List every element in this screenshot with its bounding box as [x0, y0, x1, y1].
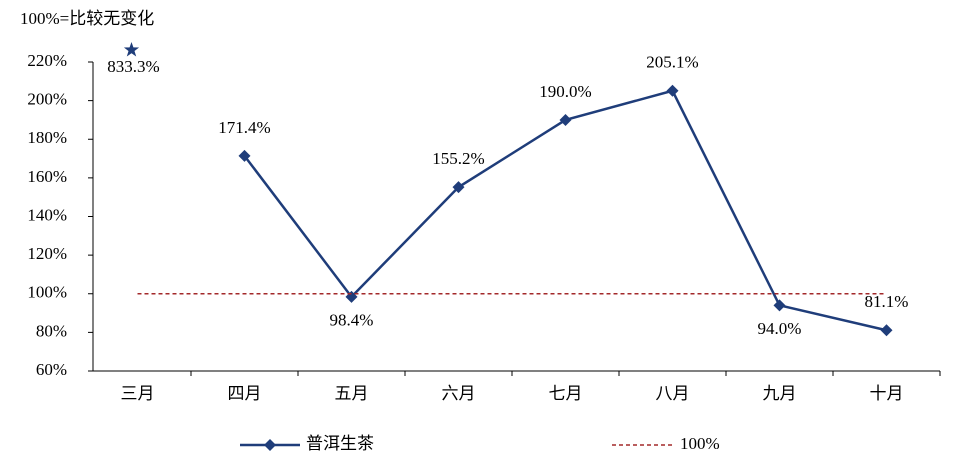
- y-tick-label: 140%: [27, 205, 67, 224]
- x-tick-label: 八月: [656, 384, 690, 403]
- x-tick-label: 九月: [763, 384, 797, 403]
- value-label: 81.1%: [865, 292, 909, 311]
- y-tick-label: 60%: [36, 360, 67, 379]
- off-scale-marker: [123, 42, 140, 57]
- value-label: 94.0%: [758, 319, 802, 338]
- legend-marker: [264, 439, 276, 451]
- point: [452, 181, 465, 194]
- value-label: 190.0%: [539, 82, 591, 101]
- y-tick-label: 180%: [27, 128, 67, 147]
- y-tick-label: 200%: [27, 90, 67, 109]
- value-label: 155.2%: [432, 149, 484, 168]
- value-label: 98.4%: [330, 311, 374, 330]
- point: [880, 324, 893, 337]
- legend-label: 100%: [680, 434, 720, 453]
- value-label: 171.4%: [218, 118, 270, 137]
- point: [238, 149, 251, 162]
- point: [773, 299, 786, 312]
- y-tick-label: 160%: [27, 167, 67, 186]
- point: [666, 84, 679, 97]
- point: [559, 113, 572, 126]
- x-tick-label: 五月: [335, 384, 369, 403]
- value-label: 833.3%: [107, 57, 159, 76]
- y-tick-label: 80%: [36, 321, 67, 340]
- x-tick-label: 十月: [870, 384, 904, 403]
- x-tick-label: 七月: [549, 384, 583, 403]
- x-tick-label: 三月: [121, 384, 155, 403]
- y-tick-label: 120%: [27, 244, 67, 263]
- x-tick-label: 四月: [228, 384, 262, 403]
- y-tick-label: 100%: [27, 283, 67, 302]
- legend-label: 普洱生茶: [306, 434, 374, 453]
- x-tick-label: 六月: [442, 384, 476, 403]
- value-label: 205.1%: [646, 53, 698, 72]
- y-tick-label: 220%: [27, 51, 67, 70]
- annotation: 100%=比较无变化: [20, 9, 154, 28]
